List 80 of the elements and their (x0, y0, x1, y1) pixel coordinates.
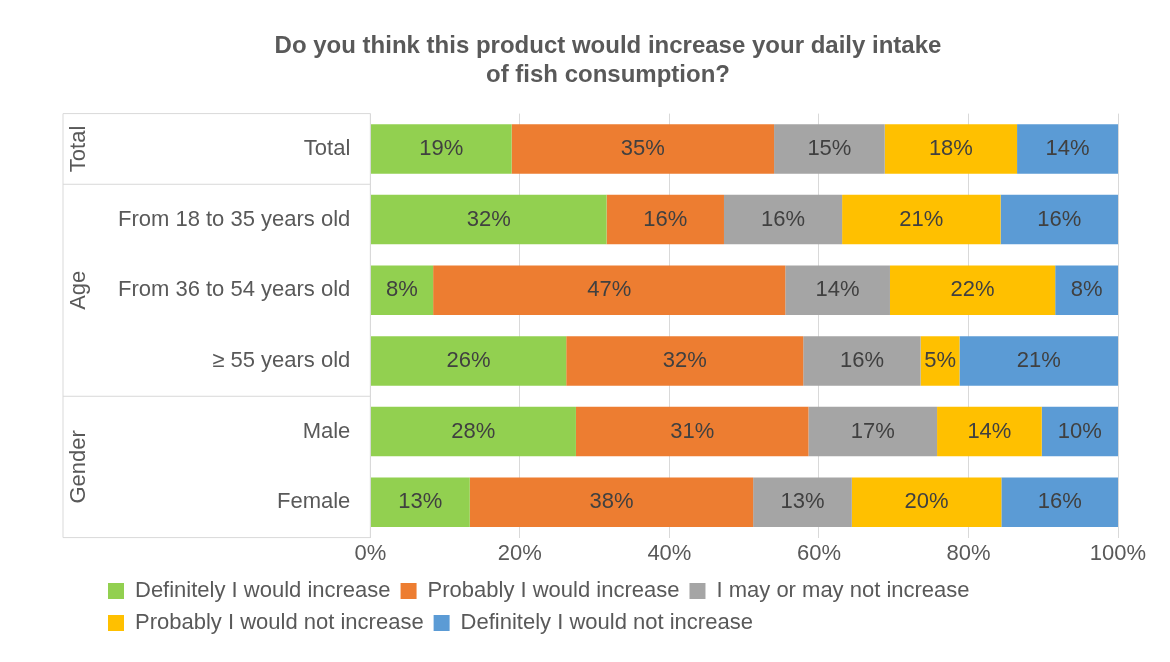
x-tick-label: 80% (946, 539, 991, 565)
bar (575, 406, 809, 457)
y-tick-label: Total (303, 135, 351, 160)
data-label: 16% (761, 205, 806, 231)
bar (511, 124, 775, 174)
bar (370, 406, 576, 457)
data-label: 22% (950, 276, 995, 302)
bar (785, 265, 890, 315)
legend-label: I may or may not increase (716, 577, 970, 603)
bar (1000, 194, 1118, 245)
data-label: 16% (839, 347, 884, 372)
bar (469, 477, 754, 527)
x-tick-label: 40% (647, 539, 692, 565)
bar (753, 477, 852, 527)
data-label: 28% (451, 417, 496, 443)
text: Total (65, 125, 91, 173)
data-label: 8% (386, 276, 418, 302)
bar (370, 124, 512, 174)
data-label: 15% (807, 135, 852, 160)
legend-label: Probably I would not increase (135, 609, 424, 635)
data-label: 26% (446, 347, 491, 372)
legend-label: Probably I would increase (427, 577, 680, 603)
legend-label: Definitely I would not increase (460, 609, 753, 635)
bar (723, 194, 843, 245)
y-tick-label: ≥ 55 years old (212, 347, 351, 372)
bar (370, 336, 567, 386)
bar (959, 336, 1118, 386)
data-label: 14% (967, 417, 1012, 443)
data-label: 5% (924, 347, 956, 372)
data-label: 19% (419, 135, 464, 160)
y-tick-label: From 36 to 54 years old (117, 276, 351, 302)
bar (774, 124, 885, 174)
x-tick-label: 0% (354, 539, 387, 565)
bar (889, 265, 1056, 315)
bar (842, 194, 1001, 245)
bar (808, 406, 938, 457)
bar (851, 477, 1002, 527)
y-tick-label: From 18 to 35 years old (117, 205, 351, 231)
data-label: 31% (670, 417, 715, 443)
data-label: 32% (662, 347, 707, 372)
text: Age (65, 270, 91, 310)
data-label: 21% (899, 205, 944, 231)
bar (937, 406, 1042, 457)
bar (606, 194, 724, 245)
data-label: 13% (398, 488, 443, 514)
chart-title: Do you think this product would increase your daily intake of fish consumption? (274, 31, 942, 87)
bar (803, 336, 921, 386)
data-label: 20% (904, 488, 949, 514)
text: Gender (65, 430, 91, 504)
data-label: 10% (1057, 417, 1102, 443)
data-label: 13% (780, 488, 825, 514)
bar (1041, 406, 1118, 457)
bar (1001, 477, 1118, 527)
data-label: 16% (1037, 205, 1082, 231)
x-tick-label: 60% (796, 539, 841, 565)
data-label: 32% (466, 205, 511, 231)
data-label: 8% (1070, 276, 1103, 302)
bar (1055, 265, 1118, 315)
data-label: 16% (643, 205, 688, 231)
data-label: 38% (589, 488, 634, 514)
bar (370, 265, 434, 315)
data-label: 35% (620, 135, 665, 160)
data-label: 14% (1045, 135, 1090, 160)
x-tick-label: 20% (497, 539, 542, 565)
x-tick-label: 100% (1089, 539, 1147, 565)
data-label: 47% (587, 276, 632, 302)
bar (884, 124, 1018, 174)
data-label: 21% (1016, 347, 1061, 372)
data-label: 14% (815, 276, 860, 302)
bar (1017, 124, 1118, 174)
legend-label: Definitely I would increase (135, 577, 391, 603)
data-label: 17% (850, 417, 895, 443)
bar (566, 336, 804, 386)
bar (433, 265, 786, 315)
y-tick-label: Female (276, 488, 351, 514)
bar (370, 194, 607, 245)
y-tick-label: Male (302, 417, 351, 443)
data-label: 16% (1037, 488, 1082, 514)
data-label: 18% (928, 135, 973, 160)
bar (370, 477, 470, 527)
